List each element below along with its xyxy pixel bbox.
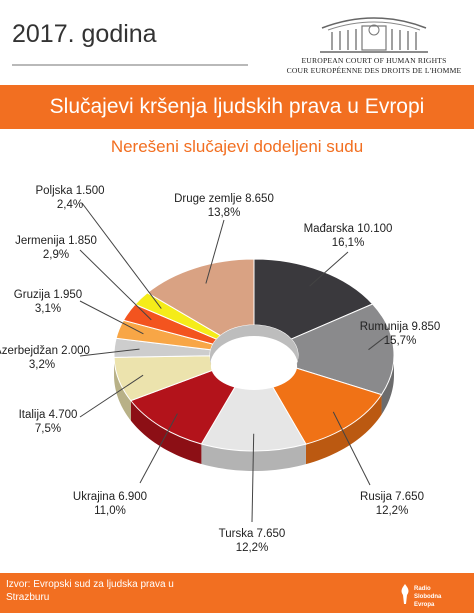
chart-subtitle: Nerešeni slučajevi dodeljeni sudu [110,137,364,156]
source-line-2: Strazburu [6,592,50,603]
slice-side-ukrajina [130,400,202,464]
slice-side-rusija [305,394,382,465]
slice-label: Gruzija 1.950 [14,289,82,301]
donut-hole [210,342,298,390]
slice-label: Turska 7.650 [219,528,286,540]
donut-hole-wall [210,325,298,366]
leader-line [79,374,144,418]
slice-percent: 2,9% [43,249,69,261]
slice-label: Mađarska 10.100 [304,223,393,235]
slice-percent: 3,2% [29,359,55,371]
leader-lines [79,202,386,523]
rfe-torch-icon [401,584,409,604]
leader-line [368,336,386,351]
rfe-logo-text: Radio Slobodna Evropa [414,585,458,609]
rfe-logo-line-2: Evropa [414,602,435,608]
slice-labels: Mađarska 10.100 16,1% Rumunija 9.850 15,7% R… [0,185,440,554]
slice-percent: 2,4% [57,199,83,211]
source-line-1: Izvor: Evropski sud za ljudska prava u [6,579,174,590]
slice-percent: 3,1% [35,303,61,315]
leader-line [309,251,349,287]
leader-line [79,348,140,357]
slice-label: Jermenija 1.850 [15,235,97,247]
slice-percent: 12,2% [376,505,409,517]
slice-percent: 11,0% [94,505,126,517]
slice-label: Ukrajina 6.900 [73,491,147,503]
slice-label: Italija 4.700 [19,409,78,421]
court-name-fr: COUR EUROPÉENNE DES DROITS DE L'HOMME [286,66,462,75]
slice-label: Druge zemlje 8.650 [174,193,274,205]
slice-label: Poljska 1.500 [35,185,104,197]
year-heading: 2017. godina [12,20,157,48]
leader-line [79,300,144,335]
leader-line [205,219,225,284]
slice-mađarska [253,258,374,340]
rfe-logo-line-1: Radio Slobodna [414,586,442,600]
slice-percent: 16,1% [332,237,365,249]
source-note: Izvor: Evropski sud za ljudska prava u S… [6,578,206,604]
slice-percent: 7,5% [35,423,61,435]
leader-line [139,413,178,484]
leader-line [81,202,162,309]
court-logo: EUROPEAN COURT OF HUMAN RIGHTS COUR EURO… [284,10,464,76]
chart-title: Slučajevi kršenja ljudskih prava u Evrop… [0,85,474,129]
slice-label: Rumunija 9.850 [360,321,441,333]
leader-line [251,433,255,523]
leader-line [332,411,371,486]
donut-slices [113,258,395,452]
header-divider [12,64,248,66]
slice-percent: 12,2% [236,542,269,554]
leader-line [79,249,152,321]
slice-label: Rusija 7.650 [360,491,424,503]
slice-percent: 15,7% [384,335,417,347]
slice-side-rumunija [381,355,394,415]
rfe-logo: Radio Slobodna Evropa [398,581,460,609]
court-name-en: EUROPEAN COURT OF HUMAN RIGHTS [301,56,447,65]
footer-bar: Izvor: Evropski sud za ljudska prava u S… [0,573,474,613]
donut-chart: Mađarska 10.100 16,1% Rumunija 9.850 15,7% R… [0,185,440,554]
slice-label: Azerbejdžan 2.000 [0,345,90,357]
slice-percent: 13,8% [208,207,241,219]
court-building-icon [320,17,428,53]
